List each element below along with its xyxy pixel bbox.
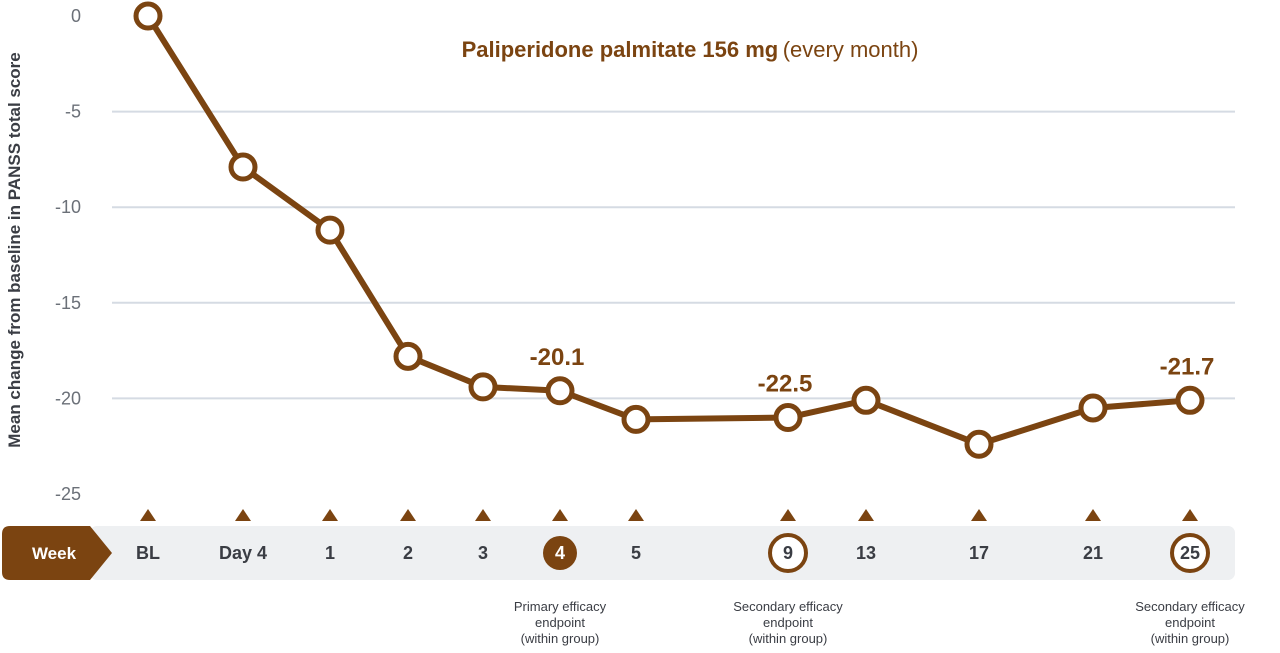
week-highlight-filled: [543, 536, 577, 570]
dose-triangle: [140, 509, 156, 521]
annotation-line: endpoint: [535, 615, 585, 630]
y-tick-label: -5: [65, 102, 81, 122]
x-tick-label: 17: [969, 543, 989, 563]
annotation-line: (within group): [1151, 631, 1230, 646]
dose-triangle: [1085, 509, 1101, 521]
y-axis-label: Mean change from baseline in PANSS total…: [5, 52, 24, 448]
series-line: [145, 13, 1193, 448]
y-tick-label: -15: [55, 293, 81, 313]
dose-triangle: [628, 509, 644, 521]
chart-title-group: Paliperidone palmitate 156 mg (every mon…: [462, 37, 919, 62]
annotation-line: (within group): [749, 631, 828, 646]
data-point: [545, 376, 575, 406]
week-axis-band: Week: [2, 526, 1235, 580]
data-point: [393, 341, 423, 371]
x-tick-label: 4: [555, 543, 565, 563]
data-label: -21.7: [1160, 353, 1215, 380]
y-axis-ticks: 0 -5 -10 -15 -20 -25: [55, 6, 81, 504]
annotation-line: (within group): [521, 631, 600, 646]
dose-triangle: [400, 509, 416, 521]
data-point: [133, 1, 163, 31]
data-label: -20.1: [530, 344, 585, 371]
x-tick-label: 3: [478, 543, 488, 563]
data-point: [851, 385, 881, 415]
y-tick-label: 0: [71, 6, 81, 26]
chart-subtitle: (every month): [783, 37, 919, 62]
y-tick-label: -10: [55, 197, 81, 217]
annotation-line: endpoint: [763, 615, 813, 630]
annotation-line: Secondary efficacy: [733, 599, 843, 614]
week-band-background: [90, 526, 1235, 580]
x-tick-label: 2: [403, 543, 413, 563]
x-tick-label: 5: [631, 543, 641, 563]
x-tick-label: 1: [325, 543, 335, 563]
y-tick-label: -25: [55, 484, 81, 504]
gridlines: [112, 110, 1235, 400]
x-tick-label: 25: [1180, 543, 1200, 563]
dose-triangle: [858, 509, 874, 521]
dose-triangle: [971, 509, 987, 521]
data-point: [964, 429, 994, 459]
week-label-arrow: [2, 526, 112, 580]
annotation-line: Primary efficacy: [514, 599, 607, 614]
data-point: [1078, 393, 1108, 423]
data-point: [621, 404, 651, 434]
data-series: [133, 1, 1205, 459]
data-point: [773, 403, 803, 433]
data-labels: -20.1 -22.5 -21.7: [530, 344, 1215, 398]
x-tick-label: 21: [1083, 543, 1103, 563]
y-tick-label: -20: [55, 388, 81, 408]
x-tick-label: BL: [136, 543, 160, 563]
dose-triangle: [235, 509, 251, 521]
data-label: -22.5: [758, 371, 813, 398]
week-highlight-outline: [768, 533, 808, 573]
x-axis-ticks: BL Day 4 1 2 3 4 5 9 13 17 21 25: [136, 533, 1210, 573]
dose-triangle: [322, 509, 338, 521]
dose-triangle: [780, 509, 796, 521]
data-point: [1175, 385, 1205, 415]
data-point: [468, 372, 498, 402]
week-highlight-outline: [1170, 533, 1210, 573]
week-axis-label: Week: [32, 544, 77, 563]
x-tick-label: 13: [856, 543, 876, 563]
chart-title: Paliperidone palmitate 156 mg: [462, 37, 779, 62]
annotation-line: Secondary efficacy: [1135, 599, 1245, 614]
dose-triangle: [475, 509, 491, 521]
dose-triangle: [1182, 509, 1198, 521]
x-tick-label: Day 4: [219, 543, 267, 563]
annotation-line: endpoint: [1165, 615, 1215, 630]
data-point: [228, 152, 258, 182]
dose-triangle: [552, 509, 568, 521]
dose-markers: [140, 509, 1198, 521]
data-point: [315, 215, 345, 245]
x-tick-label: 9: [783, 543, 793, 563]
